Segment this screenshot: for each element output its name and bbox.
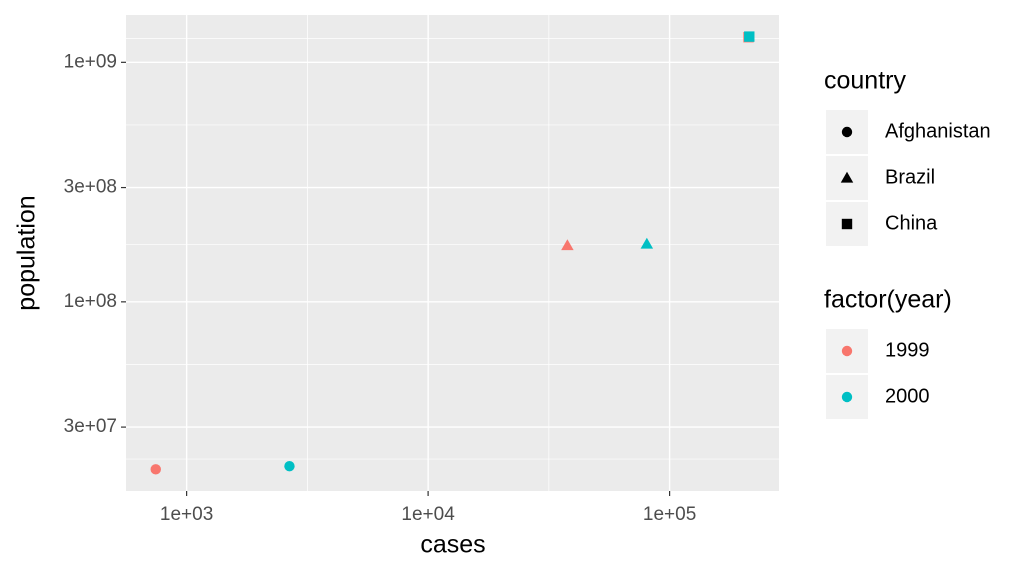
legend-symbol <box>841 218 853 230</box>
points <box>150 31 755 475</box>
x-tick-label: 1e+03 <box>160 504 213 525</box>
legend: country Afghanistan Brazil China factor(year… <box>824 67 991 419</box>
legend-label: Afghanistan <box>885 120 991 142</box>
point <box>284 461 295 472</box>
y-axis-title: population <box>13 195 41 310</box>
point <box>561 239 574 251</box>
legend-label: 2000 <box>885 385 930 407</box>
point <box>640 237 654 249</box>
x-tick-label: 1e+05 <box>643 504 696 525</box>
legend-symbol <box>841 391 853 403</box>
legend-label: 1999 <box>885 339 930 361</box>
x-tick-label: 1e+04 <box>401 504 455 525</box>
legend-label: Brazil <box>885 166 935 188</box>
point <box>150 464 161 475</box>
x-axis-title: cases <box>420 531 485 559</box>
y-tick-label: 1e+08 <box>64 291 117 312</box>
panel <box>126 15 779 491</box>
legend-title: country <box>824 67 906 95</box>
y-tick-label: 3e+07 <box>64 416 117 437</box>
legend-symbol <box>840 171 854 183</box>
point <box>744 31 755 42</box>
y-tick-label: 3e+08 <box>64 177 117 198</box>
y-tick-label: 1e+09 <box>64 51 117 72</box>
legend-symbol <box>841 126 853 138</box>
legend-title: factor(year) <box>824 286 952 314</box>
grid <box>126 15 779 491</box>
legend-symbol <box>841 345 853 357</box>
legend-label: China <box>885 212 938 234</box>
